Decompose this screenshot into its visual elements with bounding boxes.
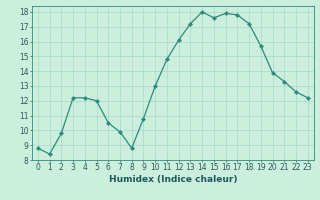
X-axis label: Humidex (Indice chaleur): Humidex (Indice chaleur) (108, 175, 237, 184)
